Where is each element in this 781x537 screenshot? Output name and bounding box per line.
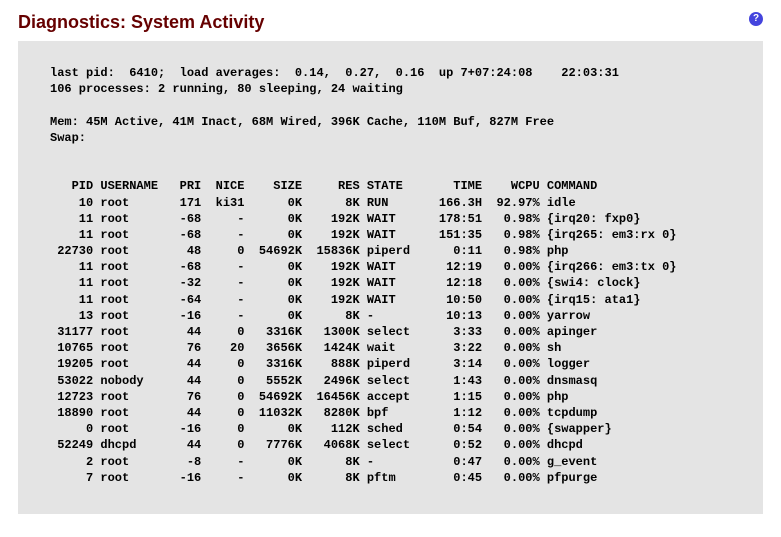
- system-activity-output: last pid: 6410; load averages: 0.14, 0.2…: [50, 65, 731, 486]
- activity-panel: last pid: 6410; load averages: 0.14, 0.2…: [18, 41, 763, 514]
- page-title: Diagnostics: System Activity: [18, 12, 264, 33]
- page-header: Diagnostics: System Activity ?: [18, 12, 763, 33]
- help-icon[interactable]: ?: [749, 12, 763, 26]
